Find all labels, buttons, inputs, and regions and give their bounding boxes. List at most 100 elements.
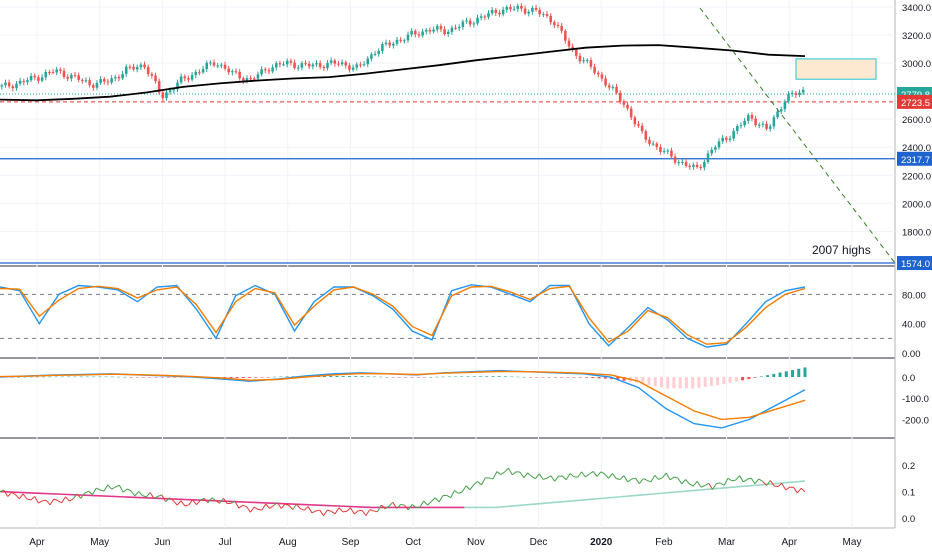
candle-body (623, 101, 626, 104)
candle-body (776, 111, 779, 117)
histogram-bar (142, 377, 145, 378)
histogram-bar (741, 377, 744, 380)
candle-body (301, 63, 304, 67)
candle-body (780, 109, 783, 111)
candle-body (323, 67, 326, 68)
candle-body (143, 65, 146, 68)
y-tick-label: 2600.0 (902, 115, 931, 126)
histogram-bar (785, 371, 788, 377)
histogram-bar (585, 377, 588, 378)
candle-body (231, 71, 234, 72)
annotation-label: 2007 highs (812, 243, 871, 257)
histogram-bar (435, 377, 438, 378)
candle-body (205, 63, 208, 69)
candle-body (41, 77, 44, 80)
histogram-bar (566, 377, 569, 378)
histogram-bar (448, 377, 451, 378)
candle-body (484, 16, 487, 17)
histogram-bar (697, 377, 700, 388)
candle-body (381, 44, 384, 51)
candle-body (359, 64, 362, 65)
histogram-bar (348, 376, 351, 377)
x-tick-label: 2020 (590, 537, 613, 548)
histogram-bar (754, 377, 757, 378)
y-tick-label: 80.00 (902, 290, 926, 301)
y-tick-label: 1800.0 (902, 227, 931, 238)
histogram-bar (379, 377, 382, 378)
candle-body (264, 69, 267, 70)
ratio-line (42, 500, 46, 501)
x-tick-label: Sep (342, 537, 360, 548)
candle-body (140, 65, 143, 67)
histogram-bar (510, 377, 513, 378)
histogram-bar (136, 377, 139, 378)
histogram-bar (117, 377, 120, 378)
x-tick-label: Dec (530, 537, 548, 548)
candle-body (637, 124, 640, 126)
histogram-bar (17, 377, 20, 378)
histogram-bar (267, 377, 270, 378)
candle-body (370, 54, 373, 58)
candle-body (429, 30, 432, 32)
y-tick-label: 0.0 (902, 514, 915, 525)
candle-body (608, 85, 611, 87)
candle-body (462, 22, 465, 27)
candle-body (66, 77, 69, 79)
ratio-line (343, 511, 347, 512)
candle-body (216, 65, 219, 66)
candle-body (465, 21, 468, 22)
candle-body (374, 54, 377, 55)
histogram-bar (473, 376, 476, 377)
candle-body (506, 7, 509, 10)
candle-body (557, 25, 560, 26)
candle-body (238, 72, 241, 78)
candle-body (169, 90, 172, 92)
candle-body (688, 166, 691, 167)
candle-body (604, 79, 607, 86)
candle-body (213, 62, 216, 65)
histogram-bar (105, 377, 108, 378)
candle-body (773, 117, 776, 126)
histogram-bar (61, 377, 64, 378)
candle-body (495, 10, 498, 13)
candle-body (308, 64, 311, 67)
candle-body (297, 68, 300, 69)
candle-body (725, 138, 728, 140)
candle-body (194, 72, 197, 75)
histogram-bar (772, 374, 775, 377)
y-tick-label: 0.00 (902, 349, 921, 360)
candle-body (542, 14, 545, 15)
candle-body (173, 89, 176, 90)
candle-body (619, 93, 622, 102)
candle-body (634, 117, 637, 124)
y-tick-label: 40.00 (902, 320, 926, 331)
histogram-bar (535, 377, 538, 378)
candle-body (758, 125, 761, 126)
y-tick-label: -200.0 (902, 415, 929, 426)
candle-body (165, 92, 168, 98)
candle-body (575, 50, 578, 56)
histogram-bar (467, 376, 470, 377)
candle-body (304, 63, 307, 64)
candle-body (352, 68, 355, 70)
histogram-bar (660, 377, 663, 387)
candle-body (765, 124, 768, 129)
histogram-bar (516, 377, 519, 378)
histogram-bar (529, 377, 532, 378)
candle-body (747, 115, 750, 121)
histogram-bar (573, 377, 576, 378)
candle-body (99, 79, 102, 83)
candle-body (615, 87, 618, 93)
x-tick-label: Apr (29, 537, 45, 548)
candle-body (96, 83, 99, 88)
candle-body (377, 51, 380, 54)
candle-body (293, 63, 296, 68)
candle-body (659, 147, 662, 152)
histogram-bar (392, 377, 395, 378)
histogram-bar (173, 377, 176, 378)
candle-body (798, 93, 801, 95)
candle-body (685, 162, 688, 166)
candle-body (802, 90, 805, 93)
